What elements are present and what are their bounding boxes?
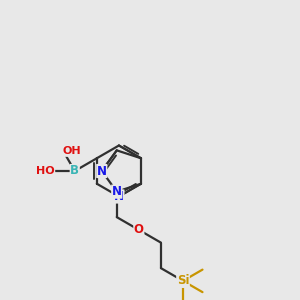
- Text: B: B: [70, 164, 79, 178]
- Text: N: N: [114, 190, 124, 203]
- Text: N: N: [112, 185, 122, 198]
- Text: O: O: [134, 224, 144, 236]
- Text: HO: HO: [36, 166, 55, 176]
- Text: Si: Si: [177, 274, 189, 287]
- Text: N: N: [97, 164, 107, 178]
- Text: OH: OH: [62, 146, 81, 156]
